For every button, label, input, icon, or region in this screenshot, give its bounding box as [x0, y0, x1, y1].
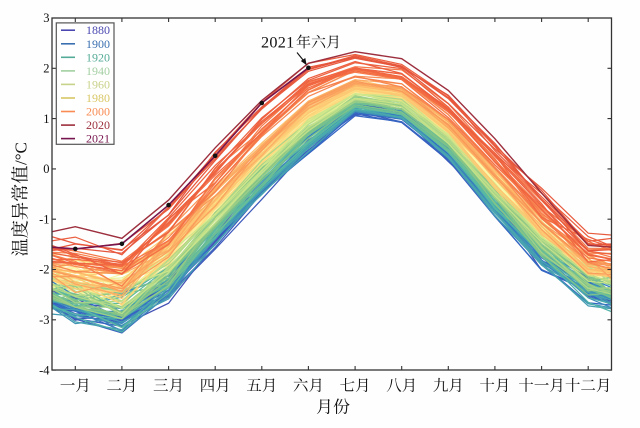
svg-text:/°C: /°C	[12, 142, 31, 165]
svg-text:2: 2	[43, 62, 49, 76]
svg-text:1940: 1940	[86, 64, 110, 78]
svg-text:1920: 1920	[86, 50, 110, 64]
svg-text:1880: 1880	[86, 23, 110, 37]
svg-text:3: 3	[43, 11, 49, 25]
svg-text:-1: -1	[39, 212, 49, 226]
svg-text:1980: 1980	[86, 91, 110, 105]
svg-text:2000: 2000	[86, 105, 110, 119]
svg-text:0: 0	[43, 162, 49, 176]
svg-text:1960: 1960	[86, 77, 110, 91]
svg-text:2021: 2021	[86, 132, 110, 146]
svg-text:2020: 2020	[86, 118, 110, 132]
svg-text:2021: 2021	[261, 33, 295, 51]
svg-text:-2: -2	[39, 263, 49, 277]
svg-text:1900: 1900	[86, 37, 110, 51]
svg-text:-3: -3	[39, 313, 49, 327]
svg-text:-4: -4	[39, 363, 50, 377]
svg-text:1: 1	[43, 112, 49, 126]
